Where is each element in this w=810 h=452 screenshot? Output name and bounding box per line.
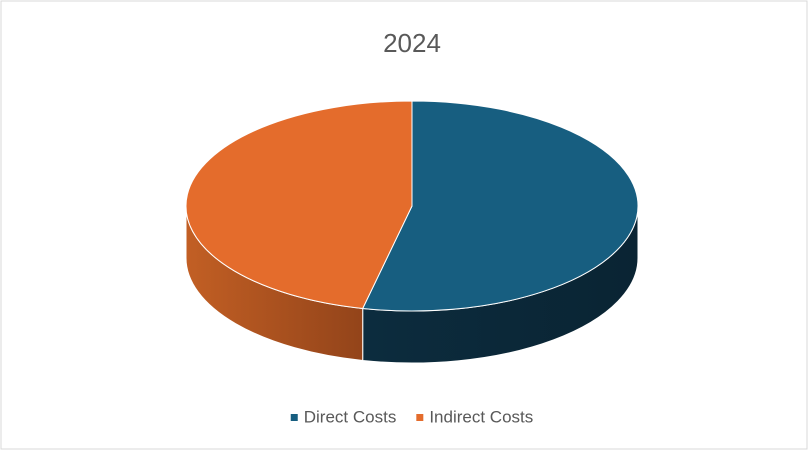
- legend-marker: [416, 414, 424, 421]
- chart-title: 2024: [383, 28, 441, 58]
- pie: [185, 100, 639, 364]
- legend-item: Indirect Costs: [416, 407, 533, 426]
- legend-marker: [290, 414, 298, 421]
- legend: Direct Costs Indirect Costs: [290, 407, 533, 426]
- legend-label: Indirect Costs: [429, 407, 533, 426]
- legend-item: Direct Costs: [290, 407, 397, 426]
- legend-label: Direct Costs: [304, 407, 397, 426]
- pie-slice: [185, 100, 413, 310]
- pie-slice: [361, 100, 639, 312]
